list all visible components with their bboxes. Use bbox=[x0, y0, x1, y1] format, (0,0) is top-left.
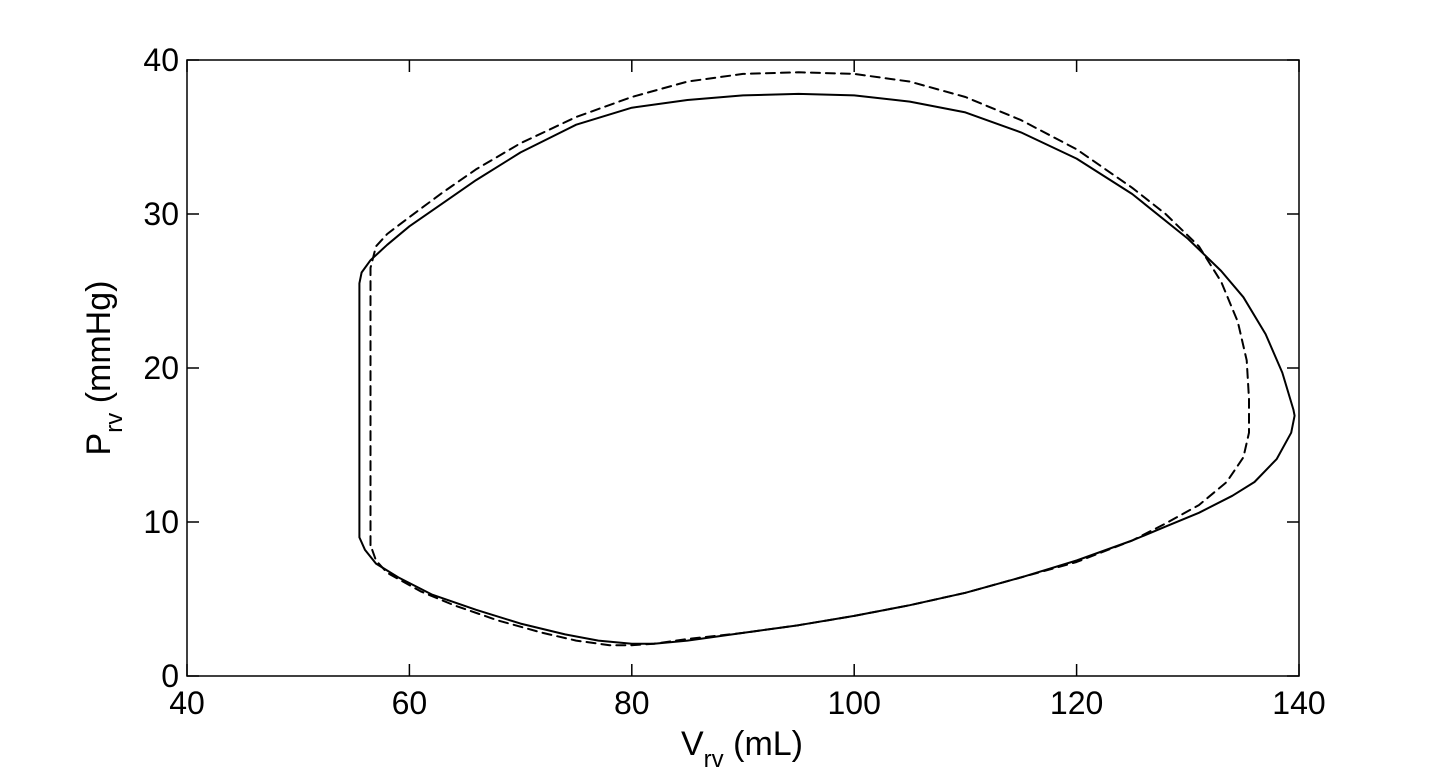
y-axis-label-unit: (mmHg) bbox=[80, 281, 118, 413]
x-axis-label: Vrv (mL) bbox=[681, 725, 803, 773]
x-tick-label: 40 bbox=[169, 685, 205, 721]
y-tick-label: 10 bbox=[143, 504, 179, 540]
x-axis-label-main: V bbox=[681, 725, 704, 763]
y-axis-label: Prv (mmHg) bbox=[80, 281, 128, 456]
x-tick-label: 60 bbox=[392, 685, 428, 721]
tick-labels: 40 60 80 100 120 140 0 10 20 30 40 bbox=[143, 42, 1325, 721]
y-tick-label: 0 bbox=[161, 658, 179, 694]
x-tick-label: 120 bbox=[1050, 685, 1103, 721]
y-axis-label-main: P bbox=[80, 433, 118, 456]
x-tick-label: 80 bbox=[614, 685, 650, 721]
y-axis-label-sub: rv bbox=[101, 413, 128, 433]
plot-area-frame bbox=[186, 59, 1300, 677]
y-tick-label: 20 bbox=[143, 350, 179, 386]
dashed-series-line bbox=[369, 71, 1250, 647]
x-tick-label: 100 bbox=[828, 685, 881, 721]
x-axis-label-unit: (mL) bbox=[724, 725, 803, 763]
x-axis-label-sub: rv bbox=[704, 746, 724, 773]
y-tick-label: 30 bbox=[143, 196, 179, 232]
y-tick-label: 40 bbox=[143, 42, 179, 78]
x-tick-label: 140 bbox=[1272, 685, 1325, 721]
series-layer bbox=[358, 71, 1296, 647]
solid-series-line bbox=[358, 92, 1296, 645]
